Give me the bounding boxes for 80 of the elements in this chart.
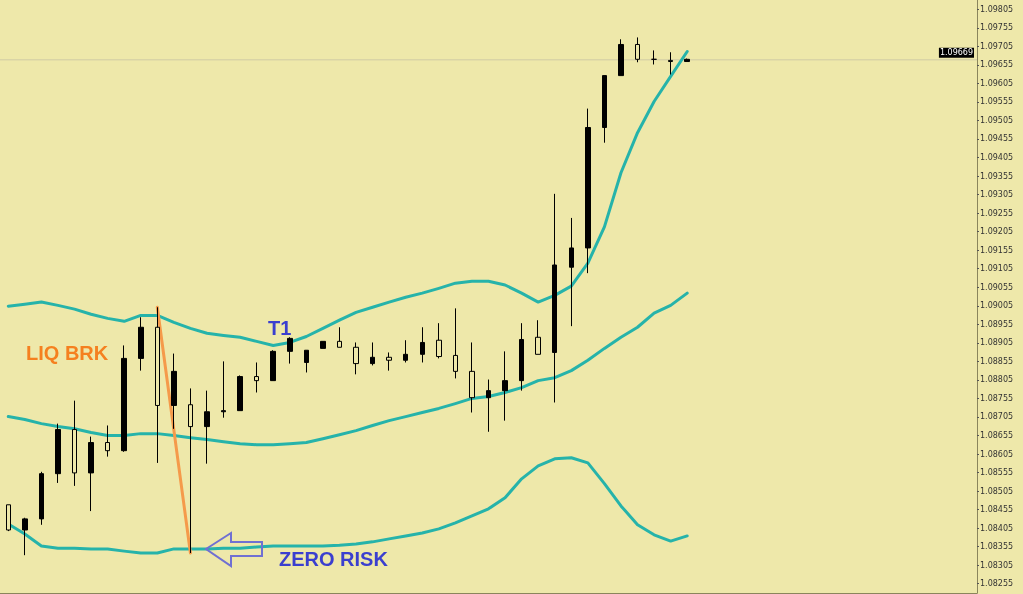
y-tick-label: 1.09155 [980, 245, 1014, 255]
candlestick [618, 38, 624, 77]
candlestick [39, 471, 44, 526]
candlestick [155, 306, 160, 464]
candlestick [237, 374, 243, 412]
y-tick-label: 1.09355 [980, 171, 1014, 181]
candlestick [287, 336, 293, 365]
y-tick-label: 1.08355 [980, 542, 1014, 552]
candlestick [469, 341, 475, 414]
candlestick [204, 390, 210, 465]
candlestick [304, 349, 309, 373]
candlestick [684, 58, 690, 63]
candlestick [635, 36, 640, 63]
y-tick-label: 1.09705 [980, 41, 1014, 51]
candlestick [320, 340, 326, 349]
candlestick [602, 75, 607, 144]
candlestick [535, 319, 541, 355]
y-tick-label: 1.09055 [980, 282, 1014, 292]
candlestick [72, 400, 77, 487]
annotation: T1 [268, 317, 292, 339]
candlestick [436, 322, 442, 359]
candlestick [386, 351, 392, 372]
y-tick-label: 1.08605 [980, 449, 1014, 459]
candlestick [453, 307, 458, 379]
candlestick [88, 436, 94, 512]
y-tick-label: 1.09305 [980, 190, 1014, 200]
line-series [6, 50, 689, 347]
y-tick-label: 1.09005 [980, 301, 1014, 311]
candlestick [121, 344, 127, 453]
y-tick-label: 1.09605 [980, 78, 1014, 88]
candlestick [55, 423, 61, 484]
candlestick [6, 504, 11, 532]
candlestick [486, 379, 491, 433]
y-tick-label: 1.08805 [980, 375, 1014, 385]
y-tick-label: 1.08705 [980, 412, 1014, 422]
y-tick-label: 1.09755 [980, 23, 1014, 33]
y-tick-label: 1.08455 [980, 505, 1014, 515]
candlestick [519, 322, 524, 392]
y-tick-label: 1.09405 [980, 153, 1014, 163]
annotation: LIQ BRK [26, 342, 109, 364]
y-tick-label: 1.09105 [980, 264, 1014, 274]
candlestick [337, 326, 342, 348]
y-tick-label: 1.08555 [980, 468, 1014, 478]
annotation: ZERO RISK [279, 548, 389, 570]
candlestick [552, 193, 557, 403]
candlestick [651, 49, 657, 65]
y-tick-label: 1.08405 [980, 523, 1014, 533]
y-tick-label: 1.08905 [980, 338, 1014, 348]
candlestick [420, 326, 425, 363]
candlestick [668, 51, 673, 75]
y-tick-label: 1.08255 [980, 579, 1014, 589]
y-tick-label: 1.08955 [980, 319, 1014, 329]
y-tick-label: 1.09805 [980, 4, 1014, 14]
y-tick-label: 1.09555 [980, 97, 1014, 107]
y-tick-label: 1.08855 [980, 356, 1014, 366]
candlestick [22, 517, 28, 556]
candlestick [254, 361, 259, 393]
candlestick [221, 360, 226, 419]
candlestick [105, 424, 110, 458]
y-tick-label: 1.09505 [980, 115, 1014, 125]
candlestick [171, 353, 177, 430]
y-tick-label: 1.08655 [980, 430, 1014, 440]
y-tick-label: 1.09255 [980, 208, 1014, 218]
y-tick-label: 1.09455 [980, 134, 1014, 144]
y-tick-label: 1.08755 [980, 393, 1014, 403]
candlestick [569, 217, 574, 327]
y-tick-label: 1.08305 [980, 560, 1014, 570]
candlestick [353, 341, 359, 375]
candlestick [585, 108, 591, 274]
candlestick [502, 350, 508, 422]
candlestick [270, 349, 276, 382]
candlestick [403, 339, 408, 363]
candlestick [188, 387, 193, 554]
candlestick [138, 316, 144, 372]
candlestick [370, 341, 375, 366]
y-tick-label: 1.09655 [980, 60, 1014, 70]
ref-line-label: 1.09669 [939, 48, 973, 58]
line-series [6, 291, 689, 447]
y-tick-label: 1.09205 [980, 227, 1014, 237]
y-tick-label: 1.08505 [980, 486, 1014, 496]
